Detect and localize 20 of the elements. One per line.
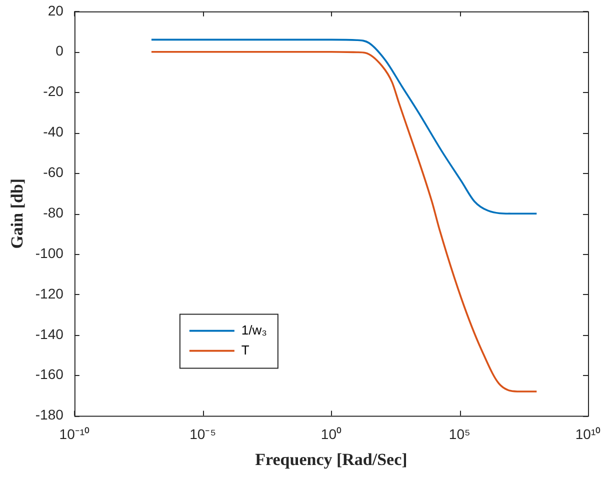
y-tick-label: -80 xyxy=(43,204,64,220)
legend-label: T xyxy=(241,342,250,358)
y-tick-label: -160 xyxy=(35,366,64,382)
y-tick-label: -120 xyxy=(35,285,64,302)
y-axis-title: Gain [db] xyxy=(8,178,27,249)
x-tick-label: 10⁻⁵ xyxy=(190,426,216,442)
y-tick-label: 20 xyxy=(48,2,64,18)
y-tick-label: -60 xyxy=(43,164,64,180)
y-tick-label: -20 xyxy=(43,83,64,100)
y-tick-label: -140 xyxy=(35,326,64,342)
y-tick-label: -180 xyxy=(35,406,64,423)
x-tick-label: 10⁵ xyxy=(448,426,470,442)
x-tick-label: 10⁻¹⁰ xyxy=(59,426,90,442)
x-axis-title: Frequency [Rad/Sec] xyxy=(255,450,408,470)
x-tick-label: 10⁰ xyxy=(320,426,342,442)
x-tick-label: 10¹⁰ xyxy=(575,426,601,442)
y-tick-label: -100 xyxy=(35,244,64,261)
legend-label: 1/w₃ xyxy=(241,322,267,338)
y-tick-label: 0 xyxy=(56,42,64,59)
y-tick-label: -40 xyxy=(43,124,64,140)
